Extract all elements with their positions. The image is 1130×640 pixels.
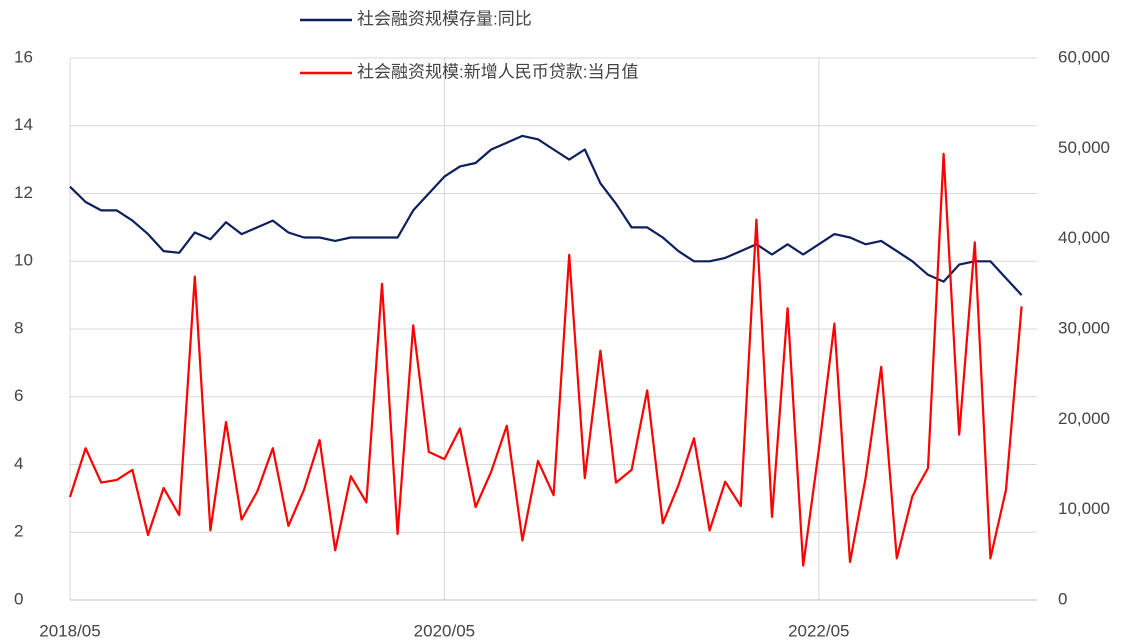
- y2-tick-label: 40,000: [1058, 228, 1110, 247]
- y-tick-label: 6: [14, 386, 23, 405]
- y2-tick-label: 30,000: [1058, 318, 1110, 337]
- y2-tick-label: 10,000: [1058, 499, 1110, 518]
- y-tick-label: 2: [14, 522, 23, 541]
- legend-label: 社会融资规模存量:同比: [357, 9, 532, 28]
- x-tick-label: 2020/05: [414, 621, 475, 640]
- y-tick-label: 14: [14, 115, 33, 134]
- y2-tick-label: 20,000: [1058, 409, 1110, 428]
- x-tick-label: 2022/05: [788, 621, 849, 640]
- y2-tick-label: 0: [1058, 589, 1067, 608]
- y2-tick-label: 50,000: [1058, 138, 1110, 157]
- series-line: [68, 152, 1023, 567]
- y-tick-label: 0: [14, 589, 23, 608]
- y-tick-label: 16: [14, 47, 33, 66]
- legend-label: 社会融资规模:新增人民币贷款:当月值: [357, 62, 638, 81]
- y2-tick-label: 60,000: [1058, 47, 1110, 66]
- y-tick-label: 12: [14, 183, 33, 202]
- y-tick-label: 8: [14, 318, 23, 337]
- y-tick-label: 10: [14, 251, 33, 270]
- series-line: [69, 134, 1023, 296]
- x-tick-label: 2018/05: [39, 621, 100, 640]
- y-tick-label: 4: [14, 454, 23, 473]
